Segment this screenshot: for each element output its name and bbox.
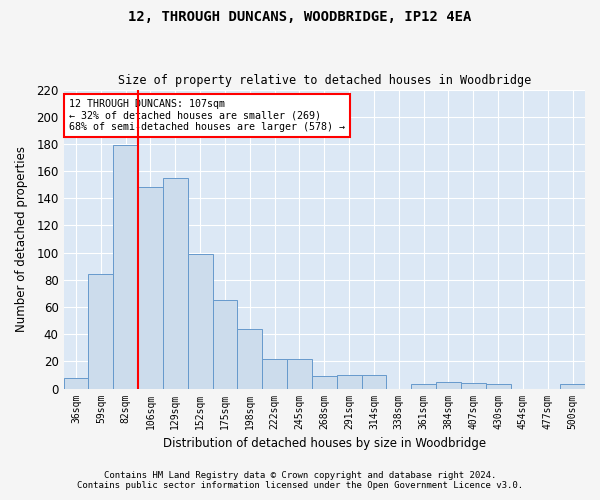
Bar [163, 178, 188, 388]
Bar [64, 378, 88, 388]
Bar [461, 383, 485, 388]
Bar [312, 376, 337, 388]
Bar [411, 384, 436, 388]
Bar [262, 358, 287, 388]
Bar [238, 329, 262, 388]
Bar [188, 254, 212, 388]
Bar [362, 375, 386, 388]
Title: Size of property relative to detached houses in Woodbridge: Size of property relative to detached ho… [118, 74, 531, 87]
Bar [560, 384, 585, 388]
Bar [113, 146, 138, 388]
Bar [212, 300, 238, 388]
Bar [287, 358, 312, 388]
X-axis label: Distribution of detached houses by size in Woodbridge: Distribution of detached houses by size … [163, 437, 486, 450]
Bar [138, 188, 163, 388]
Text: 12 THROUGH DUNCANS: 107sqm
← 32% of detached houses are smaller (269)
68% of sem: 12 THROUGH DUNCANS: 107sqm ← 32% of deta… [69, 98, 345, 132]
Bar [337, 375, 362, 388]
Text: Contains HM Land Registry data © Crown copyright and database right 2024.
Contai: Contains HM Land Registry data © Crown c… [77, 470, 523, 490]
Bar [88, 274, 113, 388]
Y-axis label: Number of detached properties: Number of detached properties [15, 146, 28, 332]
Bar [436, 382, 461, 388]
Text: 12, THROUGH DUNCANS, WOODBRIDGE, IP12 4EA: 12, THROUGH DUNCANS, WOODBRIDGE, IP12 4E… [128, 10, 472, 24]
Bar [485, 384, 511, 388]
